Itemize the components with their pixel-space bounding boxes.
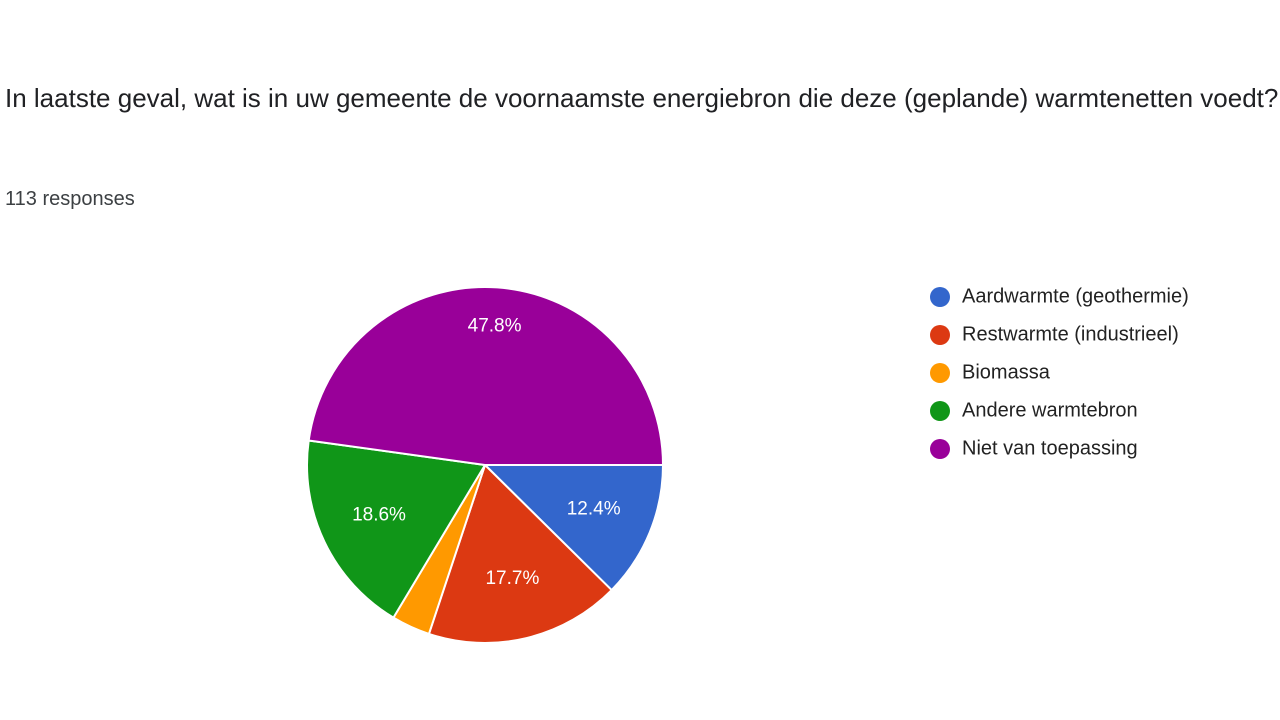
legend-marker <box>930 287 950 307</box>
pie-slice <box>482 464 665 592</box>
legend-label: Aardwarmte (geothermie) <box>962 285 1189 307</box>
legend-marker <box>930 401 950 421</box>
legend-marker <box>930 439 950 459</box>
legend-marker <box>930 325 950 345</box>
legend-label: Biomassa <box>962 361 1051 383</box>
pie-slice <box>307 286 665 466</box>
legend-label: Restwarmte (industrieel) <box>962 323 1179 345</box>
legend-marker <box>930 363 950 383</box>
slice-label: 18.6% <box>352 505 406 526</box>
legend-label: Niet van toepassing <box>962 437 1138 459</box>
slice-label: 17.7% <box>485 568 539 589</box>
response-count: 113 responses <box>5 188 135 210</box>
chart-title: In laatste geval, wat is in uw gemeente … <box>5 83 1279 113</box>
pie-slice <box>306 439 487 620</box>
slice-label: 47.8% <box>468 316 522 337</box>
pie-slice <box>427 463 614 644</box>
legend-label: Andere warmtebron <box>962 399 1138 421</box>
slice-label: 12.4% <box>567 499 621 520</box>
